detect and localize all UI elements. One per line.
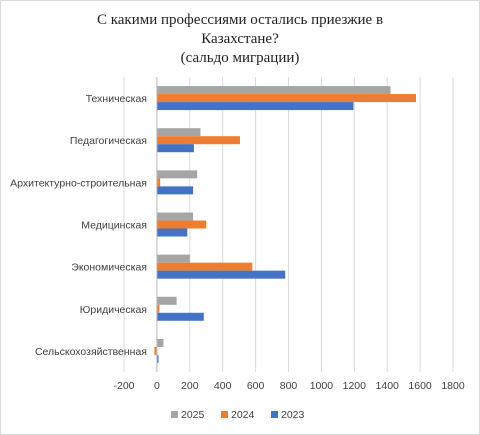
x-tick-label: 400 <box>214 380 232 392</box>
category-label: Экономическая <box>71 262 147 274</box>
bar-2025 <box>156 128 201 137</box>
bar-2023 <box>156 312 204 321</box>
x-tick-label: 200 <box>181 380 199 392</box>
legend-label-2024: 2024 <box>231 409 255 421</box>
bar-2023 <box>156 186 194 195</box>
legend: 2025 2024 2023 <box>171 409 305 421</box>
x-tick-label: 1000 <box>310 380 334 392</box>
legend-swatch-2024 <box>221 411 228 418</box>
x-tick-label: 1600 <box>408 380 432 392</box>
legend-label-2023: 2023 <box>281 409 305 421</box>
x-tick-label: 600 <box>247 380 265 392</box>
bar-2025 <box>156 296 177 305</box>
category-label: Сельскохозяйственная <box>35 346 147 358</box>
bar-2023 <box>156 144 194 153</box>
x-tick-label: 1200 <box>343 380 367 392</box>
bars <box>154 86 416 363</box>
chart-title: С какими профессиями остались приезжие в… <box>0 11 480 68</box>
bar-2023 <box>156 102 354 111</box>
category-label: Педагогическая <box>70 135 147 147</box>
bar-2024 <box>156 304 160 313</box>
x-tick-label: 800 <box>280 380 298 392</box>
bar-2023 <box>156 354 159 363</box>
bar-2025 <box>156 212 194 221</box>
bar-2024 <box>156 136 240 145</box>
chart-title-line-1: С какими профессиями остались приезжие в <box>96 12 384 28</box>
x-tick-label: 1800 <box>441 380 465 392</box>
x-tick-label: 1400 <box>376 380 400 392</box>
bar-2024 <box>156 220 207 229</box>
x-tick-label: 0 <box>154 380 160 392</box>
chart-title-line-2: Казахстане? <box>201 31 279 47</box>
category-label: Техническая <box>86 93 147 105</box>
chart-title-line-3: (сальдо миграции) <box>180 50 300 66</box>
bar-2025 <box>156 170 198 179</box>
category-label: Медицинская <box>81 220 147 232</box>
category-label: Юридическая <box>80 304 147 316</box>
legend-label-2025: 2025 <box>181 409 205 421</box>
tick-labels: -200 0 200 400 600 800 1000 1200 1400 1600 1800 <box>113 380 464 392</box>
bar-2024 <box>156 94 416 103</box>
bar-2024 <box>156 262 253 271</box>
bar-2025 <box>156 86 391 95</box>
legend-swatch-2025 <box>171 411 178 418</box>
bar-2025 <box>156 338 164 347</box>
bar-2025 <box>156 254 190 263</box>
bar-2024 <box>156 178 161 187</box>
bar-2024 <box>154 346 157 355</box>
x-tick-label: -200 <box>113 380 134 392</box>
category-labels: Техническая Педагогическая Архитектурно-ст… <box>10 93 147 358</box>
category-label: Архитектурно-строительная <box>10 177 147 189</box>
legend-swatch-2023 <box>271 411 278 418</box>
bar-2023 <box>156 228 188 237</box>
bar-2023 <box>156 270 286 279</box>
